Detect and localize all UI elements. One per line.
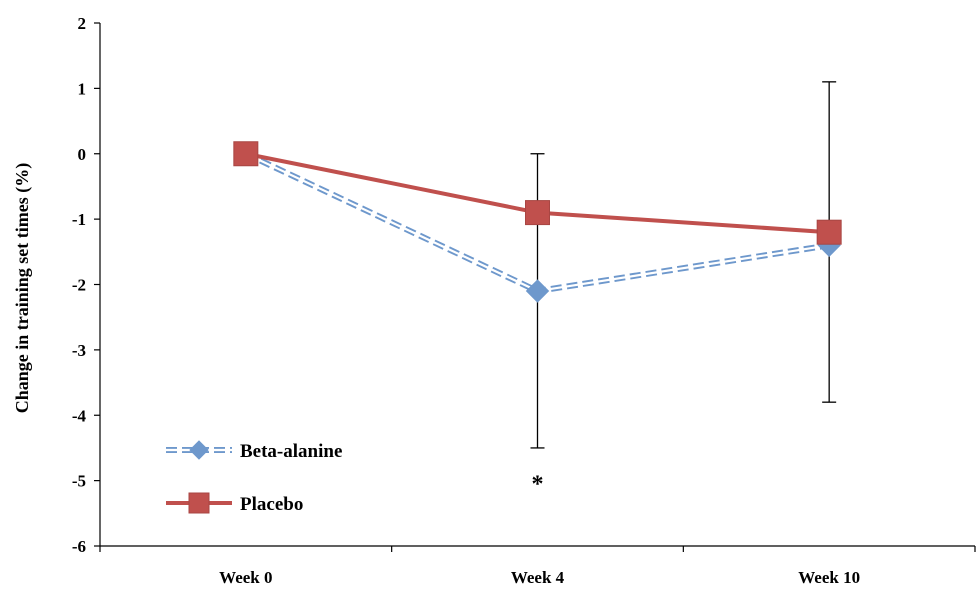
y-tick-label: 2 — [78, 14, 87, 33]
legend: Beta-alanine Placebo — [166, 440, 342, 515]
x-tick-label: Week 0 — [219, 568, 272, 587]
data-point-diamond — [525, 279, 550, 303]
x-tick-label: Week 4 — [511, 568, 565, 587]
error-bars — [530, 81, 837, 449]
legend-item: Beta-alanine — [166, 440, 342, 462]
x-axis-ticks: Week 0 Week 4 Week 10 — [99, 546, 976, 587]
legend-label: Beta-alanine — [240, 441, 342, 462]
y-axis-ticks: -6 -5 -4 -3 -2 -1 0 1 2 — [72, 14, 100, 556]
series-layer — [233, 141, 842, 303]
data-point-square — [233, 141, 259, 167]
y-axis-title: Change in training set times (%) — [12, 163, 33, 414]
data-point-square — [525, 200, 550, 226]
y-tick-label: -2 — [72, 276, 86, 295]
y-tick-label: -6 — [72, 537, 86, 556]
significance-marker: * — [532, 471, 544, 497]
y-tick-label: -5 — [72, 472, 86, 491]
data-point-square — [816, 219, 842, 245]
y-tick-label: 0 — [78, 145, 87, 164]
series-placebo — [233, 141, 842, 245]
legend-marker-diamond — [189, 440, 209, 460]
y-tick-label: -4 — [72, 406, 87, 425]
y-tick-label: 1 — [78, 79, 87, 98]
x-tick-label: Week 10 — [798, 568, 860, 587]
legend-label: Placebo — [240, 494, 303, 515]
legend-item: Placebo — [166, 492, 303, 515]
y-tick-label: -3 — [72, 341, 86, 360]
y-tick-label: -1 — [72, 210, 86, 229]
legend-marker-square — [188, 492, 210, 514]
annotations: * — [532, 471, 544, 497]
